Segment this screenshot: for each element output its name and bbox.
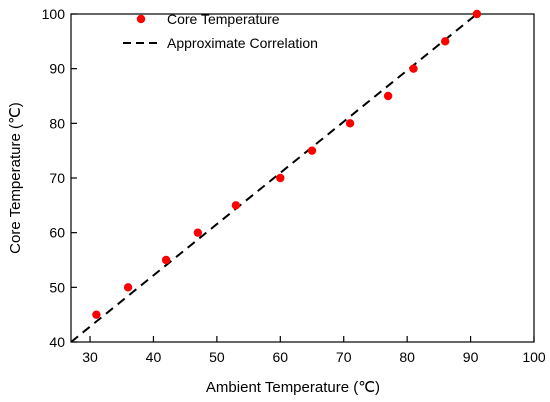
y-tick-label: 90	[49, 61, 65, 77]
legend-label-core-temperature: Core Temperature	[167, 11, 280, 27]
plot-frame	[70, 13, 535, 343]
core-temperature-point	[307, 146, 317, 155]
x-tick-label: 90	[463, 349, 479, 365]
y-tick-label: 70	[49, 170, 65, 186]
core-temperature-point	[472, 9, 482, 19]
y-tick-label: 80	[49, 115, 65, 131]
y-tick-label: 40	[49, 334, 65, 350]
core-temperature-point	[193, 228, 203, 237]
y-axis-title: Core Temperature (℃)	[7, 102, 24, 254]
x-tick-label: 70	[336, 349, 352, 365]
core-temperature-point	[383, 91, 393, 101]
x-axis-title: Ambient Temperature (℃)	[206, 379, 380, 396]
approximate-correlation-line	[70, 13, 478, 343]
y-tick-label: 60	[49, 225, 65, 241]
legend-marker-core-temperature	[136, 14, 146, 24]
y-tick-label: 100	[42, 6, 66, 22]
x-tick-label: 60	[273, 349, 289, 365]
x-tick-label: 80	[399, 349, 415, 365]
x-tick-label: 100	[522, 349, 546, 365]
correlation-line-series	[70, 13, 478, 343]
plot-area-border	[70, 13, 535, 343]
x-tick-label: 40	[146, 349, 162, 365]
x-tick-label: 50	[209, 349, 225, 365]
core-temperature-point	[409, 64, 418, 73]
core-temperature-point	[441, 37, 450, 46]
core-temperature-point	[161, 255, 171, 265]
legend: Core Temperature Approximate Correlation	[123, 11, 318, 51]
x-tick-label: 30	[82, 349, 98, 365]
y-axis: 40 50 60 70 80 90 100	[42, 6, 77, 350]
legend-label-approximate-correlation: Approximate Correlation	[167, 35, 318, 51]
core-temperature-point	[123, 283, 133, 292]
core-temperature-point	[92, 310, 101, 319]
core-temperature-series	[92, 9, 482, 319]
y-tick-label: 50	[49, 279, 65, 295]
core-temperature-point	[276, 173, 285, 183]
core-temperature-point	[345, 119, 355, 128]
x-axis: 30 40 50 60 70 80 90 100	[82, 336, 546, 365]
core-temperature-point	[231, 201, 241, 210]
